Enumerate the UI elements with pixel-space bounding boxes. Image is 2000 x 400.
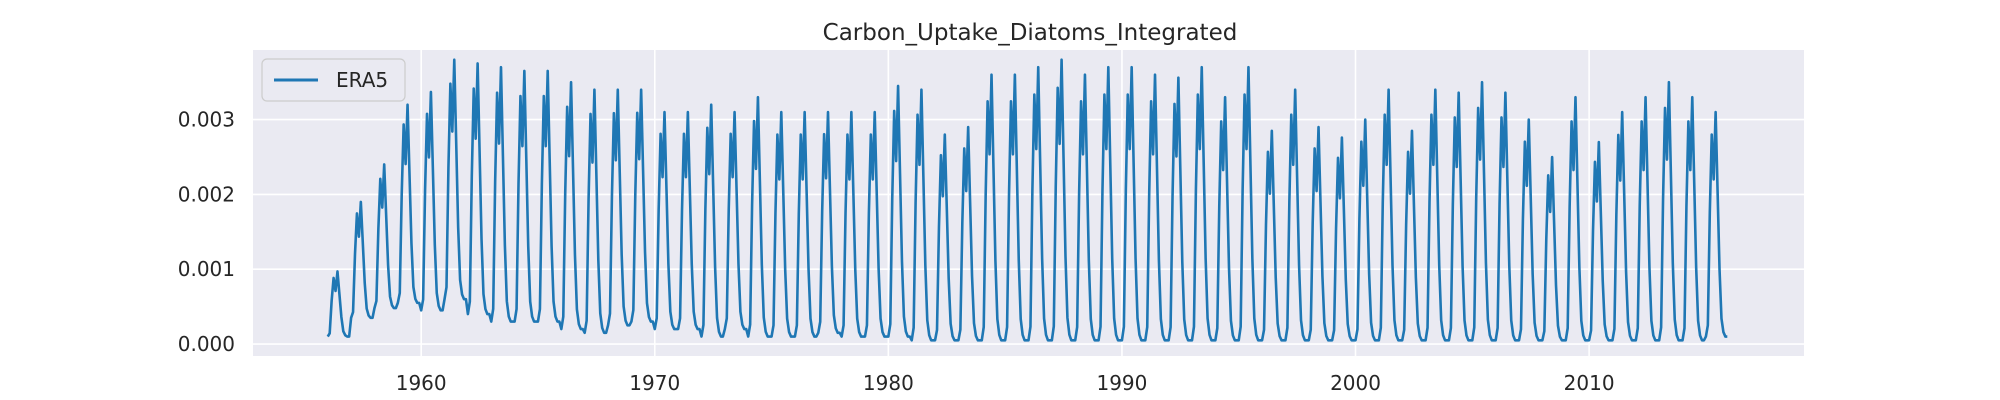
legend-label-era5: ERA5 (336, 68, 388, 92)
x-tick-label: 2010 (1564, 371, 1615, 395)
y-tick-label: 0.002 (178, 182, 235, 206)
legend: ERA5 (261, 58, 406, 102)
x-axis: 1960 1970 1980 1990 2000 2010 (396, 371, 1615, 395)
x-tick-label: 2000 (1330, 371, 1381, 395)
y-tick-label: 0.000 (178, 332, 235, 356)
x-tick-label: 1970 (629, 371, 680, 395)
y-tick-label: 0.003 (178, 108, 235, 132)
y-tick-label: 0.001 (178, 257, 235, 281)
series-layer (326, 58, 1728, 342)
x-tick-label: 1990 (1096, 371, 1147, 395)
y-axis: 0.000 0.001 0.002 0.003 (178, 108, 235, 356)
legend-box (261, 58, 406, 102)
grid-lines (253, 50, 1804, 356)
x-tick-label: 1980 (863, 371, 914, 395)
chart-title: Carbon_Uptake_Diatoms_Integrated (823, 20, 1238, 46)
series-line-era5 (326, 58, 1728, 342)
x-tick-label: 1960 (396, 371, 447, 395)
